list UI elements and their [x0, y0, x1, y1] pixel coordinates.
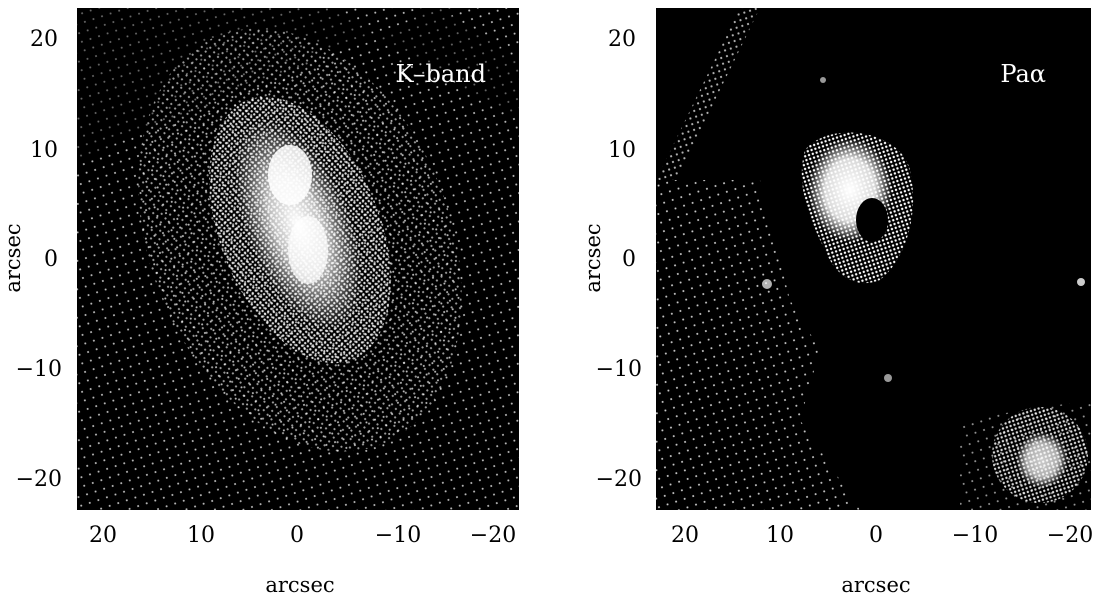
kband-ytick-10: 10 [30, 138, 58, 163]
paalpha-xtick-neg20: −20 [1047, 523, 1093, 548]
paalpha-ylabel: arcsec [581, 223, 605, 292]
kband-xtick-neg20: −20 [470, 523, 516, 548]
kband-xtick-neg10: −10 [375, 523, 421, 548]
paalpha-ytick-0: 0 [622, 247, 636, 272]
kband-ylabel: arcsec [1, 223, 25, 292]
paalpha-ytick-20: 20 [608, 27, 636, 52]
paalpha-xtick-0: 0 [869, 523, 883, 548]
kband-galaxy-image [77, 8, 519, 510]
paalpha-ytick-10: 10 [608, 138, 636, 163]
paalpha-xtick-neg10: −10 [952, 523, 998, 548]
kband-xtick-0: 0 [290, 523, 304, 548]
kband-xlabel: arcsec [265, 573, 334, 597]
kband-panel: K–band 20 10 0 −10 −20 20 10 0 −10 −20 a… [1, 8, 519, 597]
kband-xtick-20: 20 [89, 523, 117, 548]
kband-xtick-10: 10 [187, 523, 215, 548]
paalpha-xtick-20: 20 [671, 523, 699, 548]
paalpha-xlabel: arcsec [841, 573, 910, 597]
paalpha-panel: Paα 20 10 0 −10 −20 20 10 0 −10 −20 arcs… [581, 8, 1093, 597]
kband-ytick-neg10: −10 [16, 357, 62, 382]
paalpha-band-label: Paα [1000, 60, 1046, 88]
paalpha-xtick-10: 10 [766, 523, 794, 548]
paalpha-emission-image [656, 8, 1091, 510]
paalpha-ytick-neg10: −10 [596, 357, 642, 382]
paalpha-ytick-neg20: −20 [596, 467, 642, 492]
kband-ytick-20: 20 [30, 27, 58, 52]
kband-ytick-0: 0 [44, 247, 58, 272]
kband-band-label: K–band [396, 60, 486, 88]
kband-ytick-neg20: −20 [16, 467, 62, 492]
